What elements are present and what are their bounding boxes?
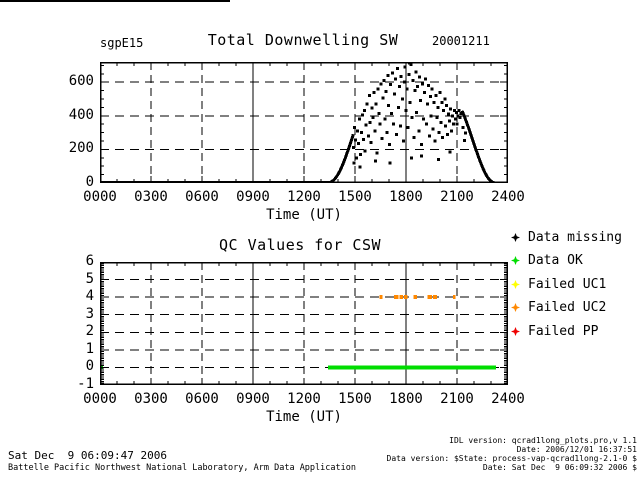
axis-tick-label: -1 xyxy=(77,376,94,392)
axis-tick-label: 0 xyxy=(85,174,94,190)
legend-item-label: Data OK xyxy=(528,253,583,268)
axis-tick-label: 0900 xyxy=(236,189,270,205)
sw-x-axis-label: Time (UT) xyxy=(266,207,342,223)
idl-date-line: Date: 2006/12/01 16:37:51 xyxy=(516,445,637,454)
legend-item: Data missing xyxy=(511,229,622,245)
legend-item-label: Failed PP xyxy=(528,323,599,339)
star-marker-icon xyxy=(511,326,520,336)
axis-tick-label: 0 xyxy=(85,358,94,375)
legend-item-label: Failed UC1 xyxy=(528,276,607,292)
date-label: 20001211 xyxy=(432,34,490,48)
axis-tick-label: 1800 xyxy=(389,391,423,407)
axis-tick-label: 1500 xyxy=(338,391,372,407)
axis-tick-label: 5 xyxy=(85,270,94,287)
star-marker-icon xyxy=(511,256,520,265)
axis-tick-label: 2400 xyxy=(491,189,525,205)
axis-tick-label: 1200 xyxy=(287,189,321,205)
qc-legend: Data missing Data OK Failed UC1 Failed UC2 F… xyxy=(511,230,639,350)
axis-tick-label: 600 xyxy=(68,73,94,90)
qc-plot-canvas xyxy=(98,261,509,386)
axis-tick-label: 0600 xyxy=(185,391,219,407)
version-info-block: IDL version: qcrad1long_plots.pro,v 1.1 … xyxy=(387,436,637,472)
screen-edge-artifact xyxy=(0,0,230,2)
sw-plot-canvas xyxy=(99,61,509,185)
axis-tick-label: 0300 xyxy=(134,189,168,205)
axis-tick-label: 6 xyxy=(85,253,94,269)
star-marker-icon xyxy=(511,303,520,312)
qc-x-axis-label: Time (UT) xyxy=(266,409,342,425)
legend-item: Data OK xyxy=(511,253,583,268)
data-version-line: Data version: $State: process-vap-qcrad1… xyxy=(386,454,637,463)
page-title: Total Downwelling SW xyxy=(207,31,399,49)
axis-tick-label: 4 xyxy=(85,288,94,305)
data-date-line: Date: Sat Dec 9 06:09:32 2006 $ xyxy=(482,463,637,472)
legend-item: Failed UC1 xyxy=(511,276,607,292)
axis-tick-label: 2400 xyxy=(491,391,525,407)
legend-item: Failed PP xyxy=(511,323,599,339)
axis-tick-label: 1500 xyxy=(338,189,372,205)
axis-tick-label: 0300 xyxy=(134,391,168,407)
legend-item: Failed UC2 xyxy=(511,300,607,315)
axis-tick-label: 3 xyxy=(85,305,94,322)
axis-tick-label: 1 xyxy=(85,340,94,357)
axis-tick-label: 400 xyxy=(68,106,94,123)
axis-tick-label: 0900 xyxy=(236,391,270,407)
plot-generated-timestamp: Sat Dec 9 06:09:47 2006 xyxy=(8,449,167,462)
axis-tick-label: 0000 xyxy=(83,189,117,205)
axis-tick-label: 2 xyxy=(85,323,94,340)
star-marker-icon xyxy=(511,279,520,289)
organization-label: Battelle Pacific Northwest National Labo… xyxy=(8,463,356,473)
axis-tick-label: 0600 xyxy=(185,189,219,205)
axis-tick-label: 0000 xyxy=(83,391,117,407)
star-marker-icon xyxy=(511,232,520,242)
site-label: sgpE15 xyxy=(100,36,144,50)
axis-tick-label: 1200 xyxy=(287,391,321,407)
legend-item-label: Data missing xyxy=(528,229,622,245)
axis-tick-label: 1800 xyxy=(389,189,423,205)
axis-tick-label: 2100 xyxy=(440,391,474,407)
idl-version-line: IDL version: qcrad1long_plots.pro,v 1.1 xyxy=(449,436,637,445)
legend-item-label: Failed UC2 xyxy=(528,300,607,315)
qc-plot-title: QC Values for CSW xyxy=(218,236,382,254)
axis-tick-label: 2100 xyxy=(440,189,474,205)
axis-tick-label: 200 xyxy=(68,140,94,157)
